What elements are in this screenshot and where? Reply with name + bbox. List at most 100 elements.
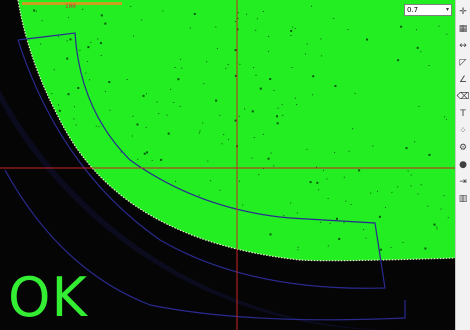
speckle (270, 152, 272, 154)
speckle (239, 180, 240, 182)
speckle (292, 26, 294, 28)
speckle (108, 81, 111, 83)
speckle (143, 152, 146, 155)
speckle (352, 128, 354, 130)
speckle (100, 55, 102, 56)
speckle (296, 212, 298, 214)
speckle (400, 25, 403, 28)
speckle (306, 148, 308, 150)
zoom-select[interactable]: 0.7 ▾ (404, 4, 452, 16)
speckle (312, 75, 315, 78)
speckle (306, 43, 308, 45)
speckle (263, 168, 265, 170)
speckle (234, 119, 237, 122)
ruler-value: 100 (65, 3, 76, 10)
speckle (151, 159, 153, 161)
speckle (385, 207, 386, 209)
status-ok-label: OK (8, 266, 88, 329)
speckle (420, 51, 422, 53)
speckle (133, 35, 134, 37)
speckle (436, 228, 438, 230)
select-tool-icon[interactable]: ◸ (459, 58, 467, 68)
layout-tool-icon[interactable]: ▥ (458, 194, 468, 204)
speckle (193, 13, 196, 15)
inner-guide-arc (17, 32, 386, 289)
speckle (297, 249, 299, 251)
speckle (327, 245, 329, 247)
speckle (215, 26, 217, 28)
speckle (177, 78, 180, 81)
speckle (446, 33, 448, 35)
speckle (199, 130, 201, 132)
speckle (348, 150, 350, 152)
speckle (305, 53, 306, 55)
speckle (100, 14, 103, 17)
speckle (166, 114, 168, 116)
speckle (354, 92, 356, 94)
speckle (228, 138, 229, 140)
speckle (51, 93, 53, 94)
speckle (237, 18, 239, 19)
speckle (267, 50, 269, 52)
speckle (397, 59, 400, 62)
speckle (258, 174, 260, 176)
points-tool-icon[interactable]: ⁘ (459, 126, 467, 136)
speckle (179, 105, 181, 107)
speckle (40, 43, 42, 45)
speckle (282, 114, 284, 116)
speckle (273, 165, 275, 167)
speckle (66, 57, 69, 60)
angle-tool-icon[interactable]: ∠ (458, 75, 468, 85)
speckle (202, 122, 204, 124)
speckle (267, 157, 270, 160)
speckle (206, 61, 208, 63)
speckle (336, 217, 338, 220)
speckle (269, 233, 272, 236)
speckle (433, 223, 436, 226)
speckle (203, 83, 205, 85)
pan-tool-icon[interactable]: ✛ (459, 7, 467, 17)
speckle (77, 87, 80, 89)
speckle (326, 178, 328, 180)
speckle (316, 181, 319, 184)
speckle (109, 109, 111, 111)
speckle (256, 18, 258, 20)
image-viewport[interactable]: 100 OK 0.7 ▾ (0, 0, 455, 330)
speckle (253, 137, 255, 138)
export-tool-icon[interactable]: ⇥ (459, 177, 467, 187)
settings-tool-icon[interactable]: ⚙ (458, 143, 468, 153)
speckle (443, 195, 445, 197)
speckle (438, 25, 440, 27)
speckle (160, 158, 163, 161)
text-tool-icon[interactable]: T (460, 109, 466, 119)
chevron-down-icon: ▾ (445, 6, 449, 13)
speckle (73, 118, 75, 120)
record-tool-icon[interactable]: ● (459, 160, 467, 170)
measure-tool-icon[interactable]: ↔ (459, 41, 467, 51)
erase-tool-icon[interactable]: ⌫ (456, 92, 470, 102)
speckle (132, 115, 134, 117)
speckle (36, 10, 37, 12)
speckle (424, 247, 427, 250)
speckle (377, 190, 378, 192)
speckle (276, 122, 279, 125)
speckle (440, 208, 442, 210)
speckle (316, 166, 317, 168)
speckle (174, 67, 176, 68)
speckle (126, 79, 128, 80)
speckle (291, 67, 293, 68)
speckle (69, 38, 72, 41)
speckle (175, 180, 176, 182)
speckle (41, 20, 43, 22)
speckle (198, 194, 200, 196)
speckle (407, 170, 409, 172)
speckle (120, 151, 122, 153)
speckle (235, 21, 237, 22)
speckle (156, 101, 158, 103)
grid-tool-icon[interactable]: ▦ (458, 24, 468, 34)
speckle (417, 193, 419, 195)
speckle (268, 36, 270, 37)
speckle (378, 215, 381, 218)
speckle (276, 115, 278, 118)
speckle (58, 104, 59, 106)
